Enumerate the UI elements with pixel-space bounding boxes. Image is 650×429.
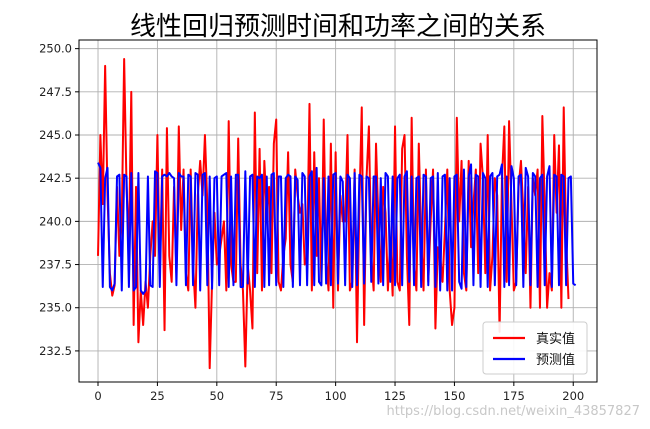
watermark: https://blog.csdn.net/weixin_43857827 — [386, 404, 640, 419]
x-tick-label: 25 — [150, 389, 165, 403]
x-axis-ticks: 0 25 50 75 100 125 150 175 200 — [94, 382, 584, 403]
legend-box — [482, 321, 588, 375]
y-tick-label: 232.5 — [39, 344, 72, 358]
x-tick-label: 200 — [562, 389, 584, 403]
y-tick-label: 245.0 — [39, 128, 72, 142]
x-tick-label: 150 — [443, 389, 465, 403]
x-tick-label: 175 — [503, 389, 525, 403]
y-tick-label: 242.5 — [39, 171, 72, 185]
y-tick-label: 237.5 — [39, 258, 72, 272]
x-tick-label: 100 — [325, 389, 347, 403]
y-tick-label: 240.0 — [39, 214, 72, 228]
x-tick-label: 50 — [209, 389, 224, 403]
predicted-series-line — [97, 162, 577, 295]
x-tick-label: 0 — [94, 389, 101, 403]
y-tick-label: 235.0 — [39, 301, 72, 315]
legend-label-predicted: 预测值 — [536, 352, 575, 368]
y-axis-ticks: 232.5 235.0 237.5 240.0 242.5 245.0 247.5 250.0 — [39, 42, 79, 358]
y-tick-label: 250.0 — [39, 42, 72, 56]
chart-title: 线性回归预测时间和功率之间的关系 — [130, 12, 546, 42]
legend: 真实值 预测值 — [482, 321, 588, 375]
y-tick-label: 247.5 — [39, 85, 72, 99]
legend-label-actual: 真实值 — [536, 331, 575, 347]
x-tick-label: 125 — [384, 389, 406, 403]
x-tick-label: 75 — [269, 389, 284, 403]
plot-lines — [97, 58, 577, 370]
axes-frame — [78, 39, 598, 383]
